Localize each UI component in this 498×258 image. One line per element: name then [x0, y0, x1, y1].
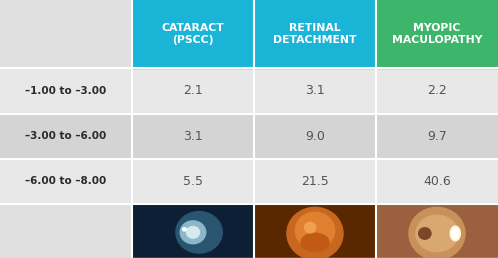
Ellipse shape — [287, 207, 343, 258]
Text: –6.00 to –8.00: –6.00 to –8.00 — [25, 176, 107, 186]
Bar — [132, 0, 254, 68]
Bar — [376, 204, 498, 258]
Bar — [376, 0, 498, 68]
Ellipse shape — [409, 207, 465, 258]
Ellipse shape — [416, 215, 458, 252]
Bar — [0, 114, 132, 159]
Bar — [132, 204, 254, 258]
Text: 5.5: 5.5 — [183, 175, 203, 188]
Text: –3.00 to –6.00: –3.00 to –6.00 — [25, 131, 107, 141]
Text: RETINAL
DETACHMENT: RETINAL DETACHMENT — [273, 23, 357, 45]
Ellipse shape — [176, 212, 222, 253]
Bar — [0, 68, 498, 114]
Ellipse shape — [304, 222, 316, 233]
Text: 40.6: 40.6 — [423, 175, 451, 188]
Bar — [0, 159, 498, 204]
Ellipse shape — [453, 229, 458, 238]
Ellipse shape — [186, 227, 200, 238]
Bar — [0, 159, 132, 204]
Text: 9.0: 9.0 — [305, 130, 325, 143]
Text: 21.5: 21.5 — [301, 175, 329, 188]
Bar — [254, 0, 376, 68]
Bar — [0, 114, 498, 159]
Ellipse shape — [419, 228, 431, 239]
Text: –1.00 to –3.00: –1.00 to –3.00 — [25, 86, 107, 96]
Text: 2.1: 2.1 — [183, 84, 203, 98]
Text: 9.7: 9.7 — [427, 130, 447, 143]
Text: 3.1: 3.1 — [305, 84, 325, 98]
Ellipse shape — [295, 212, 335, 249]
Ellipse shape — [450, 226, 460, 241]
Ellipse shape — [183, 228, 186, 231]
Text: MYOPIC
MACULOPATHY: MYOPIC MACULOPATHY — [392, 23, 482, 45]
Bar — [0, 68, 132, 114]
Ellipse shape — [301, 233, 329, 252]
Text: 2.2: 2.2 — [427, 84, 447, 98]
Bar — [254, 204, 376, 258]
Ellipse shape — [180, 221, 206, 244]
Text: 3.1: 3.1 — [183, 130, 203, 143]
Text: CATARACT
(PSCC): CATARACT (PSCC) — [161, 23, 225, 45]
